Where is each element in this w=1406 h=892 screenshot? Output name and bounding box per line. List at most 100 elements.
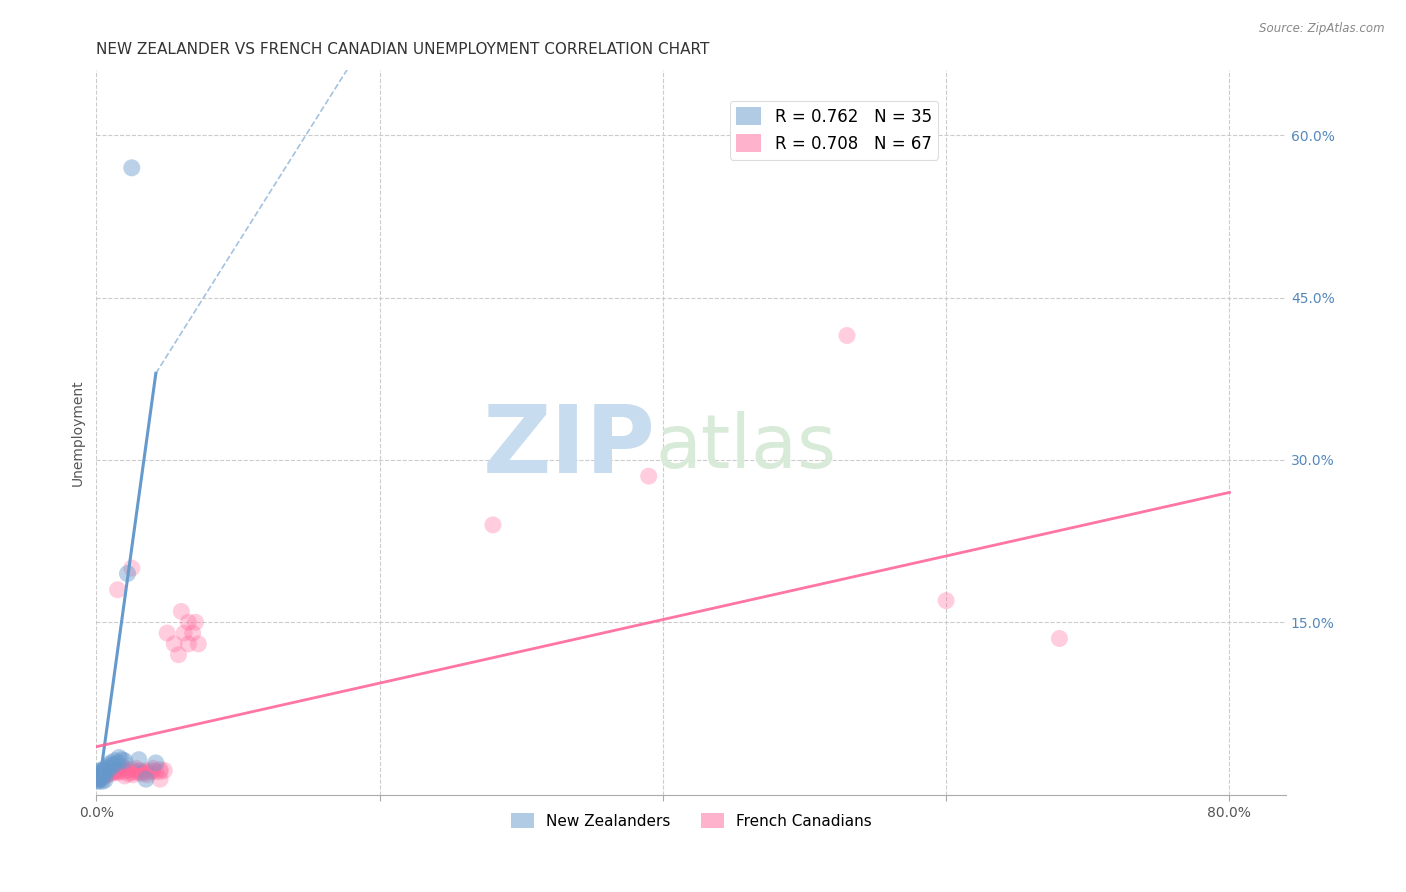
Point <box>100 764 122 779</box>
Point <box>142 761 165 775</box>
Point <box>142 764 165 778</box>
Point <box>91 770 114 784</box>
Point <box>117 566 139 581</box>
Point <box>100 756 122 770</box>
Point <box>114 764 136 779</box>
Point <box>139 764 162 779</box>
Point <box>125 761 148 775</box>
Point <box>117 764 139 778</box>
Text: ZIP: ZIP <box>482 401 655 493</box>
Text: NEW ZEALANDER VS FRENCH CANADIAN UNEMPLOYMENT CORRELATION CHART: NEW ZEALANDER VS FRENCH CANADIAN UNEMPLO… <box>97 42 710 57</box>
Point <box>111 759 134 773</box>
Point <box>98 765 121 780</box>
Point <box>93 766 115 780</box>
Point <box>93 764 115 778</box>
Point <box>89 769 111 783</box>
Point <box>1047 632 1070 646</box>
Point <box>135 765 157 780</box>
Point <box>935 593 957 607</box>
Point <box>135 772 157 787</box>
Point <box>89 766 111 780</box>
Point <box>153 764 176 778</box>
Point <box>122 768 145 782</box>
Point <box>149 763 172 777</box>
Point <box>173 626 195 640</box>
Point <box>114 761 136 775</box>
Point <box>136 768 159 782</box>
Point <box>177 615 200 630</box>
Point <box>121 161 143 175</box>
Point <box>96 768 118 782</box>
Point <box>90 769 112 783</box>
Point <box>108 764 131 779</box>
Point <box>96 763 118 777</box>
Point <box>93 770 115 784</box>
Point <box>163 637 186 651</box>
Point <box>482 517 505 532</box>
Point <box>128 764 150 778</box>
Point <box>89 773 111 788</box>
Point <box>90 766 112 780</box>
Point <box>94 761 117 775</box>
Point <box>94 766 117 780</box>
Point <box>121 561 143 575</box>
Point <box>91 765 114 780</box>
Point <box>103 758 125 772</box>
Point <box>111 763 134 777</box>
Point <box>90 771 112 785</box>
Point <box>184 615 207 630</box>
Point <box>114 769 136 783</box>
Point <box>167 648 190 662</box>
Point <box>103 764 125 778</box>
Point <box>125 764 148 779</box>
Point <box>131 764 153 779</box>
Point <box>187 637 209 651</box>
Point <box>131 766 153 780</box>
Point <box>170 604 193 618</box>
Point <box>128 753 150 767</box>
Point <box>100 766 122 780</box>
Y-axis label: Unemployment: Unemployment <box>72 380 86 486</box>
Point <box>145 756 167 770</box>
Point <box>89 770 111 784</box>
Point <box>835 328 858 343</box>
Point <box>107 764 129 778</box>
Point <box>97 760 120 774</box>
Point <box>87 774 110 789</box>
Point <box>128 765 150 780</box>
Point <box>149 764 172 779</box>
Point <box>177 637 200 651</box>
Point <box>89 771 111 785</box>
Point <box>87 772 110 787</box>
Point <box>96 765 118 780</box>
Point <box>107 582 129 597</box>
Point <box>107 765 129 780</box>
Point <box>181 626 204 640</box>
Point <box>111 753 134 767</box>
Point <box>149 772 172 787</box>
Text: Source: ZipAtlas.com: Source: ZipAtlas.com <box>1260 22 1385 36</box>
Legend: New Zealanders, French Canadians: New Zealanders, French Canadians <box>505 806 877 835</box>
Point <box>87 772 110 787</box>
Point <box>104 764 127 779</box>
Point <box>98 758 121 772</box>
Text: atlas: atlas <box>655 411 837 483</box>
Point <box>145 764 167 779</box>
Point <box>117 766 139 780</box>
Point <box>91 768 114 782</box>
Point <box>104 754 127 768</box>
Point <box>135 764 157 778</box>
Point <box>90 769 112 783</box>
Point <box>93 766 115 780</box>
Point <box>91 774 114 789</box>
Point <box>156 626 179 640</box>
Point <box>637 469 659 483</box>
Point <box>94 764 117 779</box>
Point <box>97 766 120 780</box>
Point <box>107 756 129 770</box>
Point <box>103 765 125 780</box>
Point <box>90 764 112 778</box>
Point <box>121 763 143 777</box>
Point <box>114 754 136 768</box>
Point <box>90 772 112 787</box>
